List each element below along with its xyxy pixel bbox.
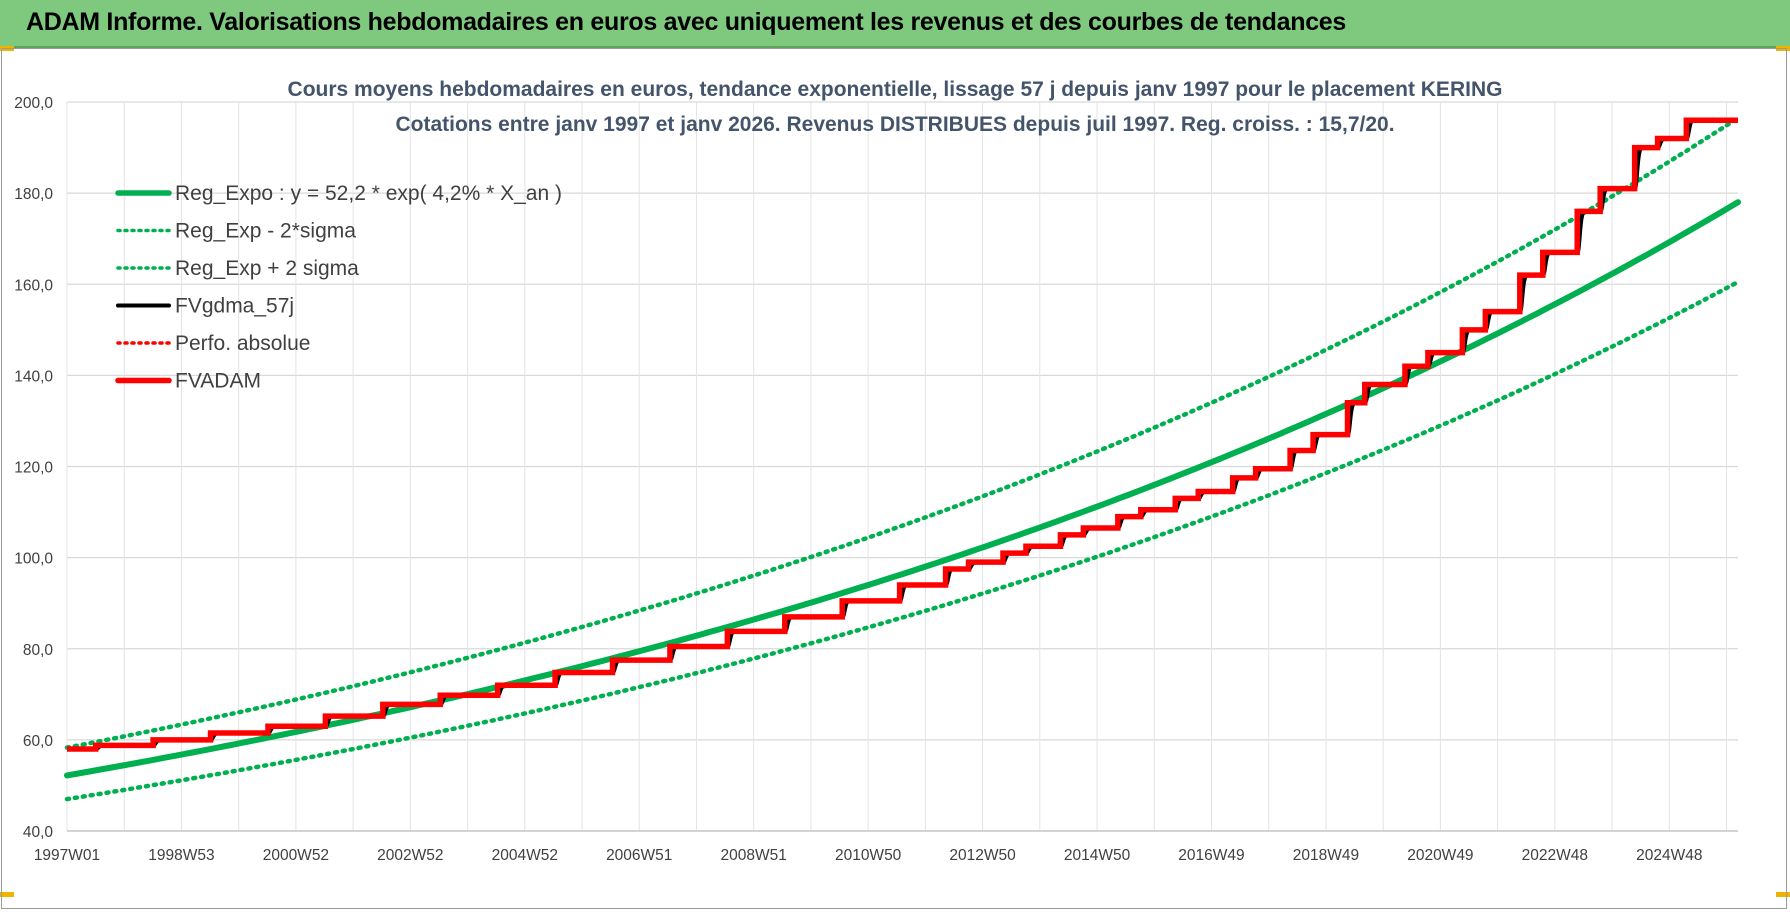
fvgdma-57j-line bbox=[67, 117, 1738, 752]
x-tick-label: 2022W48 bbox=[1522, 847, 1588, 864]
x-tick-label: 2006W51 bbox=[606, 847, 672, 864]
x-tick-label: 2012W50 bbox=[949, 847, 1016, 864]
y-tick-label: 120,0 bbox=[14, 460, 53, 477]
x-tick-label: 2008W51 bbox=[721, 847, 787, 864]
x-tick-label: 2014W50 bbox=[1064, 847, 1131, 864]
x-tick-label: 2020W49 bbox=[1407, 847, 1473, 864]
series-layer bbox=[64, 115, 1741, 802]
legend-label: Reg_Exp - 2*sigma bbox=[175, 220, 356, 243]
x-tick-label: 2004W52 bbox=[492, 847, 558, 864]
x-tick-label: 2016W49 bbox=[1178, 847, 1244, 864]
legend-label: FVADAM bbox=[175, 370, 261, 393]
chart-title-line-1: Cours moyens hebdomadaires en euros, ten… bbox=[288, 78, 1503, 101]
legend-label: Reg_Exp + 2 sigma bbox=[175, 257, 359, 280]
x-tick-label: 1998W53 bbox=[148, 847, 214, 864]
chart-frame bbox=[1, 48, 1787, 909]
x-tick-label: 2000W52 bbox=[263, 847, 329, 864]
chart-title-line-2: Cotations entre janv 1997 et janv 2026. … bbox=[395, 113, 1394, 136]
legend-label: Reg_Expo : y = 52,2 * exp( 4,2% * X_an ) bbox=[175, 182, 562, 205]
y-tick-label: 40,0 bbox=[23, 824, 54, 841]
x-tick-label: 2002W52 bbox=[377, 847, 443, 864]
grid-lines bbox=[66, 101, 1738, 832]
chart-legend: Reg_Expo : y = 52,2 * exp( 4,2% * X_an )… bbox=[115, 182, 562, 393]
corner-marker-bottom-left bbox=[0, 892, 14, 897]
exp-regression-line bbox=[64, 199, 1741, 779]
y-tick-label: 100,0 bbox=[14, 551, 53, 568]
x-tick-label: 1997W01 bbox=[34, 847, 100, 864]
x-tick-label: 2018W49 bbox=[1293, 847, 1359, 864]
sigma-band-line bbox=[64, 115, 1741, 750]
x-axis-ticks: 1997W01 1998W53 2000W52 2002W52 2004W52 2006W… bbox=[34, 847, 1703, 864]
y-tick-label: 60,0 bbox=[23, 733, 54, 750]
fvadam-line bbox=[67, 117, 1738, 752]
y-axis-ticks: 40,0 60,0 80,0 100,0 120,0 140,0 160,0 180,0 200… bbox=[14, 95, 53, 841]
y-tick-label: 160,0 bbox=[14, 277, 53, 294]
sigma-band-line bbox=[64, 279, 1741, 802]
y-tick-label: 180,0 bbox=[14, 186, 53, 203]
x-tick-label: 2024W48 bbox=[1636, 847, 1702, 864]
legend-label: FVgdma_57j bbox=[175, 295, 294, 318]
y-tick-label: 200,0 bbox=[14, 95, 53, 112]
y-tick-label: 80,0 bbox=[23, 642, 54, 659]
report-title: ADAM Informe. Valorisations hebdomadaire… bbox=[26, 8, 1347, 36]
corner-marker-bottom-right bbox=[1776, 892, 1790, 897]
y-tick-label: 140,0 bbox=[14, 368, 53, 385]
report-banner: ADAM Informe. Valorisations hebdomadaire… bbox=[0, 0, 1790, 48]
legend-label: Perfo. absolue bbox=[175, 332, 310, 355]
x-tick-label: 2010W50 bbox=[835, 847, 902, 864]
